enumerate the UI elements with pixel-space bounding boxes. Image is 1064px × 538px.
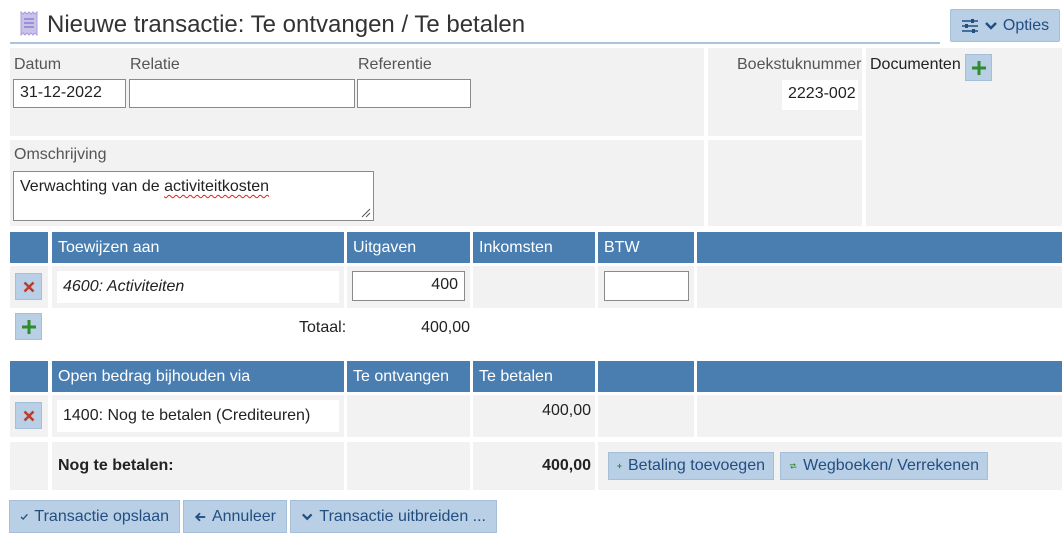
header-toewijzen: Toewijzen aan <box>52 232 344 263</box>
table-row-filler-cell <box>697 395 1062 437</box>
add-payment-label: Betaling toevoegen <box>628 457 765 474</box>
close-icon <box>23 281 34 292</box>
check-icon <box>20 513 28 520</box>
open-header-filler <box>697 361 1062 392</box>
header-btw: BTW <box>598 232 694 263</box>
documents-panel <box>866 48 1062 226</box>
header-te-ontvangen: Te ontvangen <box>347 361 470 392</box>
boekstuk-value: 2223-002 <box>782 80 858 110</box>
summary-blank-cell <box>347 442 470 490</box>
omschrijving-misspelled-word: activiteitkosten <box>164 178 270 195</box>
chevron-down-icon <box>301 513 313 520</box>
header-uitgaven: Uitgaven <box>347 232 470 263</box>
plus-icon <box>971 60 986 75</box>
omschrijving-text: Verwachting van de <box>20 178 165 195</box>
cancel-label: Annuleer <box>211 507 276 525</box>
te-betalen-value: 400,00 <box>542 402 591 419</box>
save-button[interactable]: Transactie opslaan <box>9 500 180 533</box>
receipt-icon <box>20 11 38 36</box>
referentie-input[interactable] <box>357 79 471 108</box>
allocation-account[interactable]: 4600: Activiteiten <box>57 271 339 303</box>
open-amount-account[interactable]: 1400: Nog te betalen (Crediteuren) <box>57 400 339 432</box>
delete-open-amount-button[interactable] <box>15 402 42 429</box>
omschrijving-textarea[interactable]: Verwachting van de activiteitkosten <box>13 171 374 221</box>
save-label: Transactie opslaan <box>34 507 169 525</box>
summary-label-cell <box>52 442 344 490</box>
arrow-left-icon <box>194 512 206 521</box>
summary-label: Nog te betalen: <box>58 457 174 474</box>
plus-icon <box>617 463 622 469</box>
summary-value: 400,00 <box>542 457 591 474</box>
omschrijving-label: Omschrijving <box>14 146 107 163</box>
open-header-blank <box>598 361 694 392</box>
allocation-header-spacer <box>10 232 48 263</box>
referentie-label: Referentie <box>358 56 432 73</box>
options-button[interactable]: Opties <box>950 9 1060 42</box>
uitgaven-input[interactable]: 400 <box>352 271 465 301</box>
empty-panel <box>708 140 862 226</box>
total-value: 400,00 <box>421 319 470 336</box>
documents-label: Documenten <box>870 56 961 73</box>
total-label: Totaal: <box>299 319 347 336</box>
chevron-down-icon <box>984 21 997 30</box>
extend-transaction-button[interactable]: Transactie uitbreiden ... <box>290 500 497 533</box>
repeat-icon <box>789 463 797 469</box>
close-icon <box>23 410 34 421</box>
table-row-te-ontvangen-cell <box>347 395 470 437</box>
relatie-label: Relatie <box>130 56 180 73</box>
resize-grip-icon[interactable] <box>359 206 371 218</box>
btw-input[interactable] <box>604 271 689 301</box>
extend-label: Transactie uitbreiden ... <box>319 507 486 525</box>
header-te-betalen: Te betalen <box>473 361 595 392</box>
header-inkomsten: Inkomsten <box>473 232 595 263</box>
delete-allocation-button[interactable] <box>15 273 42 300</box>
writeoff-label: Wegboeken/ Verrekenen <box>803 457 979 474</box>
add-document-button[interactable] <box>965 54 992 81</box>
allocation-header-filler <box>697 232 1062 263</box>
table-row-te-betalen-cell <box>473 395 595 437</box>
writeoff-button[interactable]: Wegboeken/ Verrekenen <box>780 452 988 480</box>
header-open-bedrag: Open bedrag bijhouden via <box>52 361 344 392</box>
add-payment-button[interactable]: Betaling toevoegen <box>608 452 774 480</box>
relatie-input[interactable] <box>129 79 355 108</box>
sliders-icon <box>961 18 978 33</box>
datum-label: Datum <box>14 56 62 73</box>
boekstuk-label: Boekstuknummer <box>737 56 862 73</box>
options-label: Opties <box>1002 16 1050 34</box>
table-row-blank-cell <box>598 395 694 437</box>
plus-icon <box>21 319 36 334</box>
table-row-filler-cell <box>697 266 1062 308</box>
open-header-spacer <box>10 361 48 392</box>
page-header: Nieuwe transactie: Te ontvangen / Te bet… <box>10 6 940 44</box>
page-title: Nieuwe transactie: Te ontvangen / Te bet… <box>47 11 526 38</box>
summary-value-cell <box>473 442 595 490</box>
datum-input[interactable]: 31-12-2022 <box>13 79 126 108</box>
cancel-button[interactable]: Annuleer <box>183 500 287 533</box>
summary-spacer-cell <box>10 442 48 490</box>
add-allocation-button[interactable] <box>15 313 42 340</box>
table-row-inkomsten-cell <box>473 266 595 308</box>
